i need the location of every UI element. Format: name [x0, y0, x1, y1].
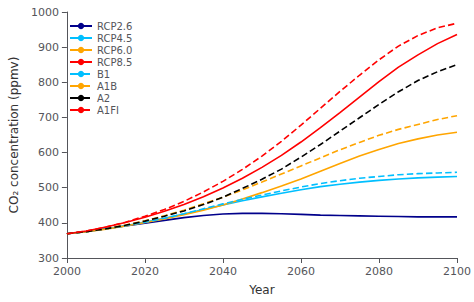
svg-text:A2: A2 — [97, 93, 110, 104]
svg-text:RCP4.5: RCP4.5 — [97, 33, 132, 44]
svg-text:300: 300 — [38, 252, 59, 265]
svg-text:RCP6.0: RCP6.0 — [97, 45, 132, 56]
svg-text:2080: 2080 — [365, 265, 393, 278]
svg-text:2100: 2100 — [443, 265, 471, 278]
svg-text:500: 500 — [38, 181, 59, 194]
svg-text:400: 400 — [38, 216, 59, 229]
svg-text:800: 800 — [38, 76, 59, 89]
svg-text:B1: B1 — [97, 69, 110, 80]
svg-text:900: 900 — [38, 41, 59, 54]
svg-text:RCP2.6: RCP2.6 — [97, 21, 132, 32]
svg-text:2000: 2000 — [53, 265, 81, 278]
svg-text:A1FI: A1FI — [97, 105, 119, 116]
svg-text:CO₂ concentration (ppmv): CO₂ concentration (ppmv) — [7, 57, 21, 214]
svg-text:2020: 2020 — [131, 265, 159, 278]
svg-text:700: 700 — [38, 111, 59, 124]
svg-text:600: 600 — [38, 146, 59, 159]
svg-text:RCP8.5: RCP8.5 — [97, 57, 132, 68]
svg-text:2060: 2060 — [287, 265, 315, 278]
svg-text:1000: 1000 — [31, 6, 59, 19]
svg-text:Year: Year — [248, 283, 274, 297]
svg-text:A1B: A1B — [97, 81, 117, 92]
svg-text:2040: 2040 — [209, 265, 237, 278]
